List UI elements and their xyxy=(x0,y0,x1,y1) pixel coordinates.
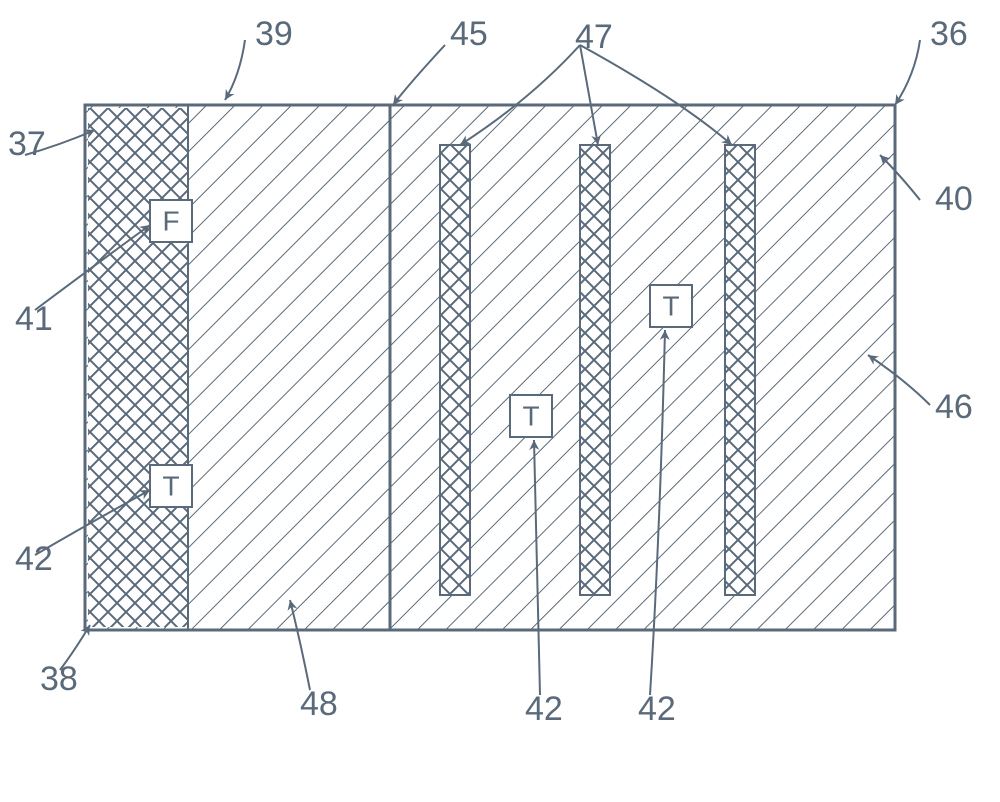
left-crosshatch-column xyxy=(88,108,188,627)
leader-39 xyxy=(225,40,245,100)
body-region xyxy=(85,105,895,630)
sensor-label-f-0: F xyxy=(162,206,179,237)
leader-45 xyxy=(393,45,445,105)
callout-46: 46 xyxy=(935,388,973,426)
callout-41: 41 xyxy=(15,300,53,338)
callout-40: 40 xyxy=(935,180,973,218)
sensor-label-t-2: T xyxy=(522,401,539,432)
bar-3 xyxy=(725,145,755,595)
sensor-label-t-3: T xyxy=(662,291,679,322)
technical-diagram: F T T T 39 45 47 36 37 40 41 46 42 38 48 42 42 xyxy=(0,0,1000,802)
bar-2 xyxy=(580,145,610,595)
callout-37: 37 xyxy=(8,125,46,163)
callout-42: 42 xyxy=(638,690,676,728)
callout-38: 38 xyxy=(40,660,78,698)
sensor-label-t-1: T xyxy=(162,471,179,502)
callout-42: 42 xyxy=(15,540,53,578)
callout-47: 47 xyxy=(575,18,613,56)
callout-48: 48 xyxy=(300,685,338,723)
callout-45: 45 xyxy=(450,15,488,53)
callout-39: 39 xyxy=(255,15,293,53)
callout-42: 42 xyxy=(525,690,563,728)
bar-1 xyxy=(440,145,470,595)
leader-36 xyxy=(895,40,920,105)
callout-36: 36 xyxy=(930,15,968,53)
